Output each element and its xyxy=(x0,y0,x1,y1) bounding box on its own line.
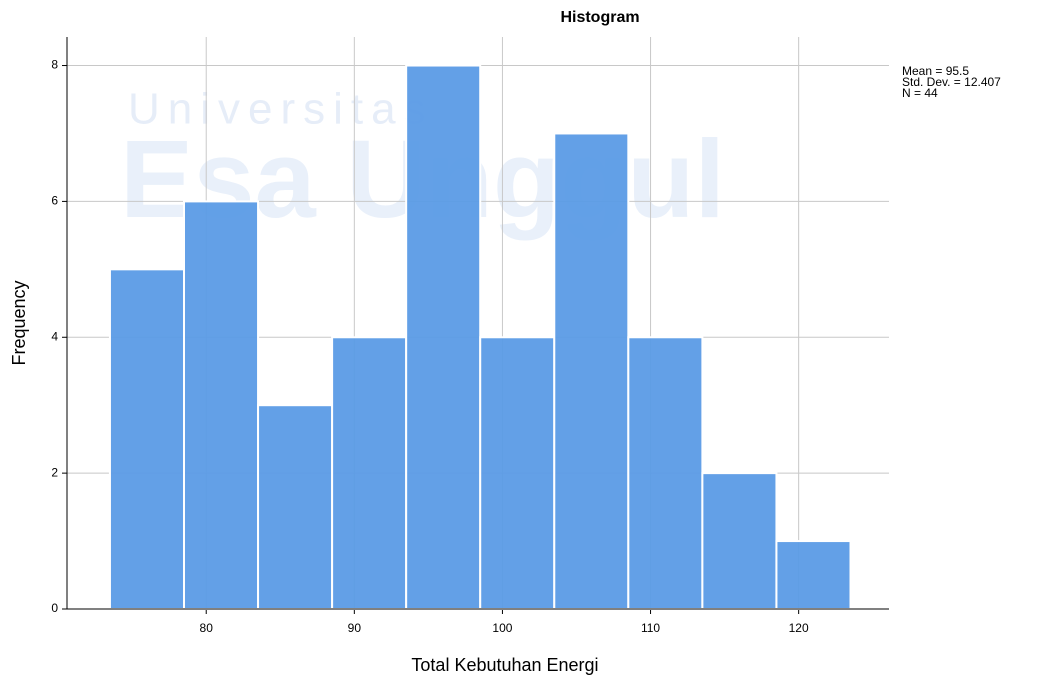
y-tick-label: 8 xyxy=(51,58,58,72)
bar xyxy=(108,268,186,610)
bar xyxy=(627,336,704,610)
x-tick-label: 120 xyxy=(789,621,809,635)
x-axis-label: Total Kebutuhan Energi xyxy=(411,655,598,675)
y-tick-label: 6 xyxy=(51,194,58,208)
bar xyxy=(183,200,260,610)
annotation: Mean = 95.5 xyxy=(902,64,969,78)
y-tick-label: 2 xyxy=(51,465,58,479)
y-tick-label: 4 xyxy=(51,329,58,343)
bar xyxy=(775,540,852,611)
watermark: Universitas xyxy=(128,85,434,134)
annotation: Std. Dev. = 12.407 xyxy=(902,75,1001,89)
x-tick-label: 80 xyxy=(200,621,214,635)
x-tick-label: 90 xyxy=(348,621,362,635)
chart-title: Histogram xyxy=(560,9,639,26)
bar xyxy=(479,336,556,610)
y-tick-label: 0 xyxy=(51,601,58,615)
x-tick-label: 110 xyxy=(641,621,660,635)
annotation: N = 44 xyxy=(902,86,938,100)
bar xyxy=(701,472,778,611)
bar xyxy=(331,336,408,610)
bar xyxy=(553,132,630,611)
y-axis-label: Frequency xyxy=(9,280,29,365)
bar xyxy=(257,404,334,610)
bar xyxy=(405,64,482,611)
x-tick-label: 100 xyxy=(492,621,512,635)
